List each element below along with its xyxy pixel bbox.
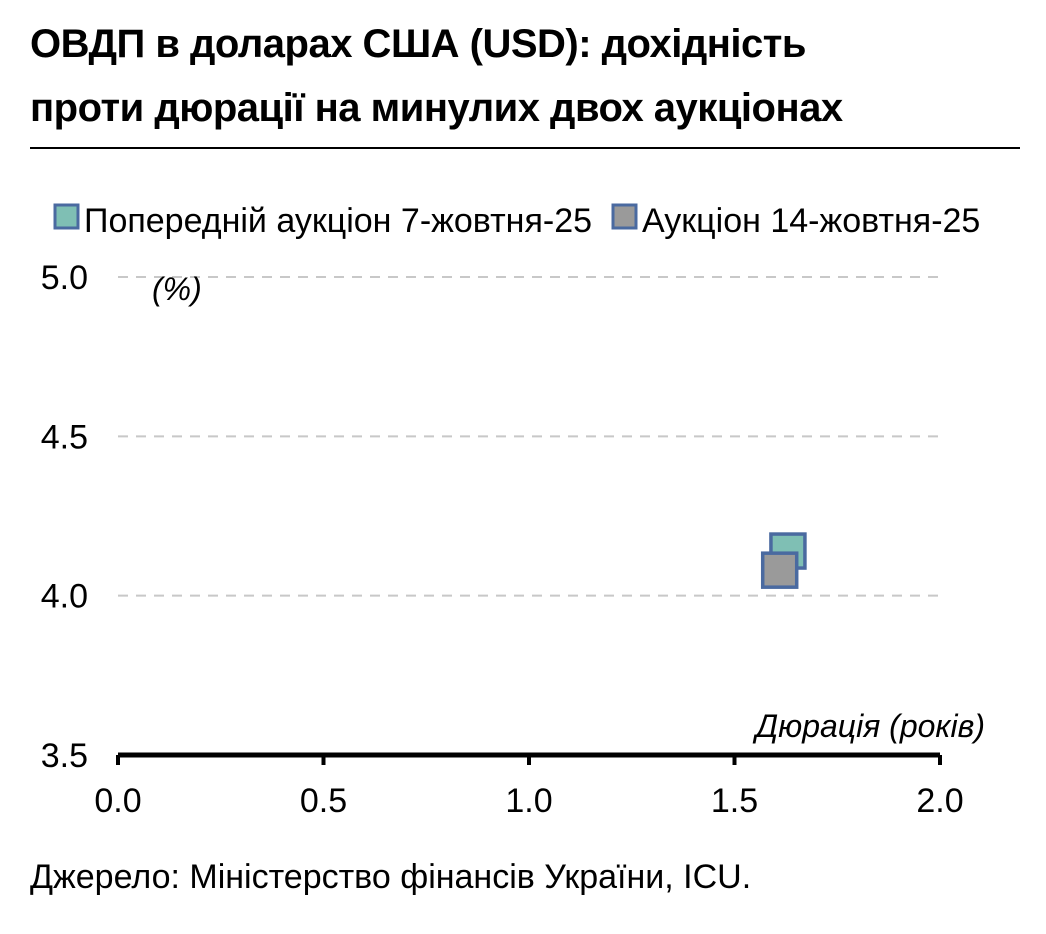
title-divider (30, 147, 1020, 149)
chart-title-line2: проти дюрації на минулих двох аукціонах (30, 86, 843, 130)
data-point-series-1-0 (760, 551, 799, 589)
x-tick-label-4: 2.0 (916, 782, 963, 820)
chart-title-line1: ОВДП в доларах США (USD): дохідність (30, 22, 806, 66)
legend-marker-0 (53, 203, 80, 230)
y-tick-label-0: 3.5 (41, 737, 88, 775)
y-axis-label: (%) (152, 271, 202, 307)
grid (118, 276, 940, 597)
y-axis-ticks: 3.5 4.0 4.5 5.0 (41, 259, 88, 775)
data-points (760, 532, 807, 589)
x-axis (116, 752, 942, 765)
x-tick-label-2: 1.0 (505, 782, 552, 820)
x-tick-label-1: 0.5 (300, 782, 347, 820)
y-tick-label-2: 4.5 (41, 418, 88, 456)
source-note: Джерело: Міністерство фінансів України, … (30, 858, 752, 896)
legend: Попередній аукціон 7-жовтня-25 Аукціон 14… (53, 202, 980, 240)
y-tick-label-1: 4.0 (41, 578, 88, 616)
legend-label-1: Аукціон 14-жовтня-25 (642, 202, 980, 240)
x-tick-label-3: 1.5 (711, 782, 758, 820)
legend-label-0: Попередній аукціон 7-жовтня-25 (84, 202, 592, 240)
y-tick-label-3: 5.0 (41, 259, 88, 297)
x-axis-label: Дюрація (років) (753, 708, 985, 744)
x-tick-label-0: 0.0 (94, 782, 141, 820)
x-axis-ticks: 0.0 0.5 1.0 1.5 2.0 (94, 782, 963, 820)
legend-marker-1 (611, 203, 638, 230)
chart-title: ОВДП в доларах США (USD): дохідність про… (30, 12, 1020, 140)
